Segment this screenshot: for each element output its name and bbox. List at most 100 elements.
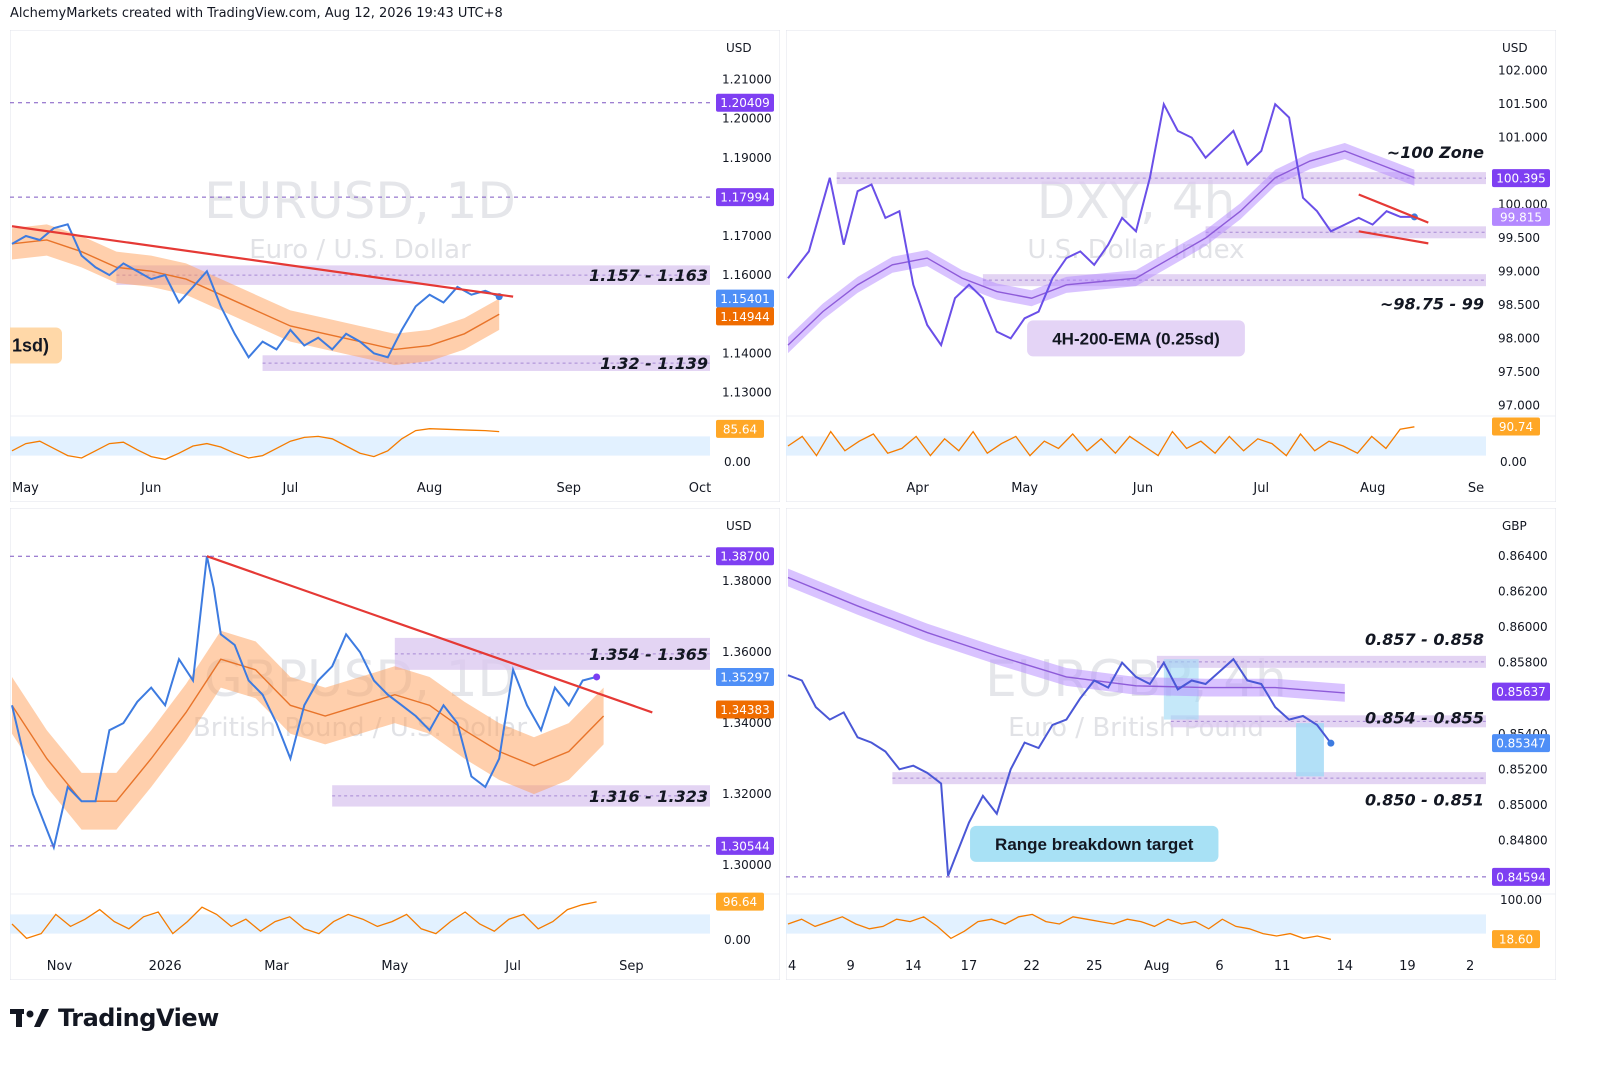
ema-line bbox=[11, 658, 605, 802]
y-tick-label: 1.13000 bbox=[722, 385, 772, 399]
price-tag bbox=[716, 836, 774, 855]
price-tag-label: 0.85637 bbox=[1496, 685, 1546, 699]
x-tick-label: Jun bbox=[1132, 481, 1153, 496]
y-tick-label: 99.000 bbox=[1498, 264, 1540, 278]
x-tick-label: 9 bbox=[846, 959, 854, 974]
y-tick-label: 99.500 bbox=[1498, 231, 1540, 245]
rsi-line bbox=[11, 901, 597, 940]
x-tick-label: Se bbox=[1468, 481, 1484, 496]
watermark-name: Euro / U.S. Dollar bbox=[249, 235, 471, 265]
y-tick-label: 0.86200 bbox=[1498, 585, 1548, 599]
x-tick-label: Oct bbox=[689, 481, 711, 496]
price-tag-label: 1.15401 bbox=[720, 292, 770, 306]
price-tag-label: 0.84594 bbox=[1496, 870, 1546, 884]
rsi-line bbox=[11, 428, 500, 461]
ema-band bbox=[12, 224, 500, 366]
price-tag-label: 0.85347 bbox=[1496, 737, 1546, 751]
rsi-tag bbox=[1492, 417, 1540, 436]
y-tick-label: 0.84800 bbox=[1498, 833, 1548, 847]
rsi-tick-label: 100.00 bbox=[1500, 893, 1542, 907]
trendline-1 bbox=[1358, 230, 1429, 245]
y-tick-label: 97.000 bbox=[1498, 398, 1540, 412]
y-tick-label: 0.86000 bbox=[1498, 620, 1548, 634]
x-tick-label: Apr bbox=[906, 481, 929, 496]
y-tick-label: 0.85800 bbox=[1498, 656, 1548, 670]
currency-label: GBP bbox=[1502, 519, 1527, 533]
currency-label: USD bbox=[1502, 41, 1528, 55]
price-tag-label: 1.30544 bbox=[720, 839, 770, 853]
price-tag bbox=[716, 547, 774, 566]
rsi-band bbox=[786, 914, 1486, 934]
x-tick-label: 22 bbox=[1023, 959, 1040, 974]
eurusd-chart[interactable]: EURUSD, 1D Euro / U.S. Dollar 1.157 - 1.16… bbox=[10, 30, 780, 502]
zone-label-1: 0.854 - 0.855 bbox=[1365, 708, 1484, 727]
price-tag bbox=[716, 289, 774, 308]
y-tick-label: 1.30000 bbox=[722, 858, 772, 872]
tradingview-logo-icon[interactable] bbox=[10, 1007, 50, 1029]
dxy-chart[interactable]: DXY, 4hU.S. Dollar Index~100 Zone~98.75 … bbox=[786, 30, 1556, 502]
price-tag-label: 1.34383 bbox=[720, 703, 770, 717]
price-tag bbox=[1492, 207, 1550, 226]
y-tick-label: 0.85200 bbox=[1498, 762, 1548, 776]
price-tag bbox=[716, 668, 774, 687]
zone-label-1: ~98.75 - 99 bbox=[1380, 295, 1484, 314]
last-price-dot bbox=[593, 673, 601, 681]
gbpusd-chart[interactable]: GBPUSD, 1DBritish Pound / U.S. Dollar1.3… bbox=[10, 508, 780, 980]
x-tick-label: Sep bbox=[557, 481, 582, 496]
x-tick-label: Jun bbox=[140, 481, 161, 496]
last-price-dot bbox=[1327, 739, 1335, 747]
rsi-tag bbox=[716, 419, 764, 438]
x-tick-label: Nov bbox=[47, 959, 73, 974]
panel-eurusd: EURUSD, 1D Euro / U.S. Dollar 1.157 - 1.16… bbox=[10, 30, 780, 502]
x-tick-label: 4 bbox=[788, 959, 796, 974]
panel-frame bbox=[10, 508, 780, 980]
y-tick-label: 1.19000 bbox=[722, 151, 772, 165]
zone-label-0: ~100 Zone bbox=[1387, 143, 1484, 162]
y-tick-label: 1.32000 bbox=[722, 787, 772, 801]
zone-label-0: 0.857 - 0.858 bbox=[1365, 630, 1484, 649]
panel-gbpusd: GBPUSD, 1DBritish Pound / U.S. Dollar1.3… bbox=[10, 508, 780, 980]
rsi-line bbox=[787, 913, 1332, 941]
price-tag-label: 1.38700 bbox=[720, 550, 770, 564]
x-tick-label: May bbox=[12, 481, 39, 496]
callout-box bbox=[1027, 320, 1245, 357]
price-line bbox=[11, 555, 597, 851]
price-tag-label: 1.35297 bbox=[720, 671, 770, 685]
x-tick-label: Aug bbox=[1144, 959, 1169, 974]
callout-box bbox=[970, 825, 1219, 862]
price-tag bbox=[1492, 867, 1550, 886]
rsi-band bbox=[786, 436, 1486, 456]
y-tick-label: 0.85000 bbox=[1498, 798, 1548, 812]
y-tick-label: 1.38000 bbox=[722, 574, 772, 588]
zone-label-1: 1.316 - 1.323 bbox=[589, 787, 708, 806]
y-tick-label: 1.14000 bbox=[722, 346, 772, 360]
y-tick-label: 97.500 bbox=[1498, 365, 1540, 379]
price-tag bbox=[1492, 682, 1550, 701]
callout-text: Range breakdown target bbox=[995, 835, 1194, 854]
panel-frame bbox=[786, 508, 1556, 980]
y-tick-label: 1.20000 bbox=[722, 112, 772, 126]
ema-line bbox=[787, 150, 1415, 346]
y-tick-label: 98.000 bbox=[1498, 331, 1540, 345]
rsi-band bbox=[10, 914, 710, 934]
y-tick-label: 98.500 bbox=[1498, 298, 1540, 312]
x-tick-label: Aug bbox=[1360, 481, 1385, 496]
price-tag-label: 99.815 bbox=[1500, 210, 1542, 224]
rsi-tag-label: 96.64 bbox=[723, 895, 757, 909]
tradingview-brand[interactable]: TradingView bbox=[58, 1004, 219, 1032]
x-tick-label: 25 bbox=[1086, 959, 1103, 974]
x-tick-label: May bbox=[381, 959, 408, 974]
chart-header: AlchemyMarkets created with TradingView.… bbox=[10, 6, 503, 21]
x-tick-label: 6 bbox=[1215, 959, 1223, 974]
x-tick-label: Jul bbox=[282, 481, 299, 496]
y-tick-label: 1.21000 bbox=[722, 73, 772, 87]
y-tick-label: 1.34000 bbox=[722, 716, 772, 730]
price-tag-label: 1.17994 bbox=[720, 191, 770, 205]
ema-band bbox=[788, 142, 1415, 354]
price-tag bbox=[716, 93, 774, 112]
x-tick-label: 19 bbox=[1399, 959, 1416, 974]
price-tag bbox=[716, 188, 774, 207]
annotation-text: 1sd) bbox=[12, 336, 49, 356]
x-tick-label: 14 bbox=[905, 959, 922, 974]
